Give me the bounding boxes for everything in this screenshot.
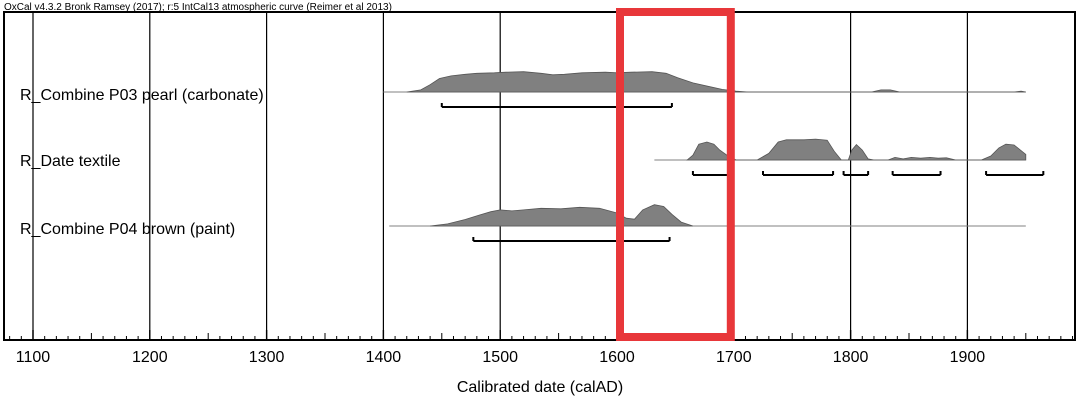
x-axis-tick-label: 1800 xyxy=(833,349,869,366)
hpd-range-bracket xyxy=(691,171,733,176)
x-axis-tick-label: 1600 xyxy=(599,349,635,366)
plot-frame xyxy=(3,11,1076,341)
series-label: R_Combine P03 pearl (carbonate) xyxy=(20,87,264,104)
series-row: R_Combine P04 brown (paint) xyxy=(20,204,1026,242)
hpd-range-bracket xyxy=(985,171,1045,176)
hpd-range-bracket xyxy=(891,171,942,176)
x-axis-tick-label: 1300 xyxy=(249,349,285,366)
highlight-box xyxy=(616,8,735,341)
hpd-range-bracket xyxy=(472,237,671,242)
x-axis-tick-label: 1400 xyxy=(366,349,402,366)
x-axis-tick-label: 1500 xyxy=(482,349,518,366)
x-axis-title: Calibrated date (calAD) xyxy=(457,379,623,396)
probability-distribution xyxy=(430,204,694,227)
probability-distribution xyxy=(685,138,1027,161)
series-layer: R_Combine P03 pearl (carbonate) R_Date te… xyxy=(20,71,1045,242)
series-label: R_Date textile xyxy=(20,153,121,170)
chart-header: OxCal v4.3.2 Bronk Ramsey (2017); r:5 In… xyxy=(4,2,392,13)
x-axis-tick-label: 1700 xyxy=(716,349,752,366)
hpd-range-bracket xyxy=(762,171,835,176)
series-row: R_Date textile xyxy=(20,138,1045,176)
probability-distribution xyxy=(406,71,1026,93)
x-axis-tick-label: 1100 xyxy=(16,349,51,366)
series-label: R_Combine P04 brown (paint) xyxy=(20,221,235,238)
x-axis-tick-label: 1900 xyxy=(950,349,986,366)
x-axis-ticks xyxy=(9,330,1074,340)
series-row: R_Combine P03 pearl (carbonate) xyxy=(20,71,1026,108)
hpd-range-bracket xyxy=(440,103,673,108)
x-axis-tick-label: 1200 xyxy=(132,349,168,366)
x-axis-tick-labels: 1100 1200 1300 1400 1500 1600 1700 1800 1900 xyxy=(16,349,986,366)
highlight-layer xyxy=(616,8,735,341)
hpd-range-bracket xyxy=(842,171,870,176)
